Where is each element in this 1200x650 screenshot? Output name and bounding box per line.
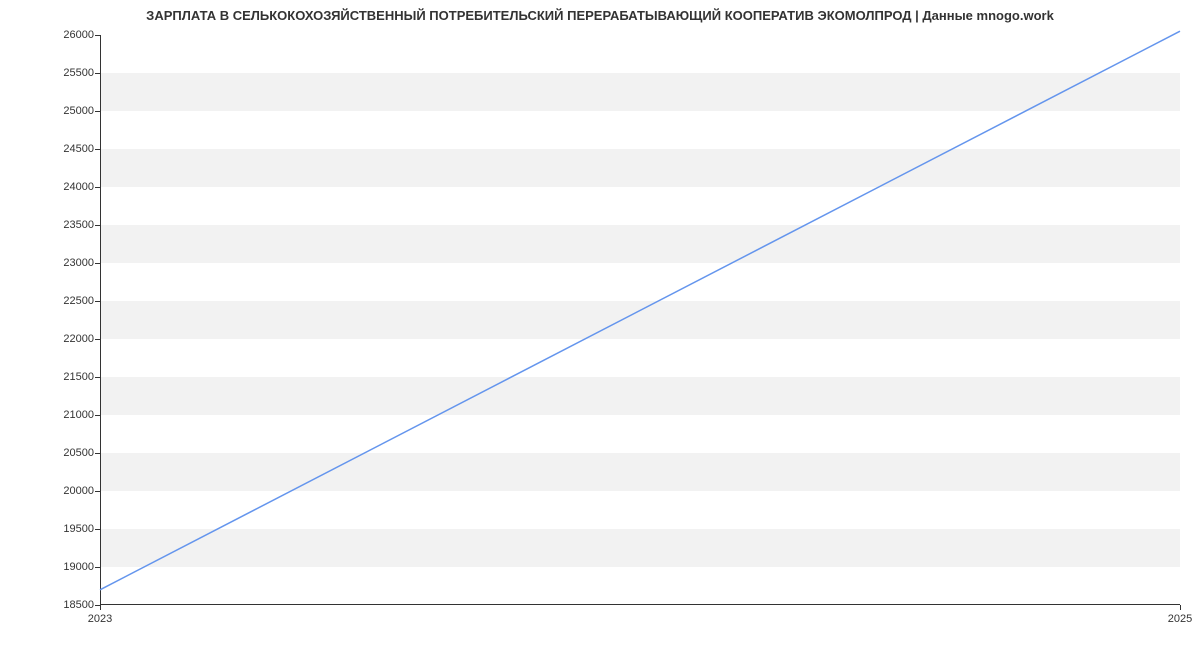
y-tick-label: 24000 <box>44 181 94 193</box>
y-tick-label: 22000 <box>44 333 94 345</box>
y-tick-mark <box>95 35 100 36</box>
x-tick-mark <box>100 605 101 610</box>
y-tick-mark <box>95 187 100 188</box>
y-tick-mark <box>95 225 100 226</box>
y-tick-mark <box>95 529 100 530</box>
x-tick-mark <box>1180 605 1181 610</box>
y-tick-mark <box>95 339 100 340</box>
y-tick-mark <box>95 149 100 150</box>
salary-line-chart: ЗАРПЛАТА В СЕЛЬКОКОХОЗЯЙСТВЕННЫЙ ПОТРЕБИ… <box>0 0 1200 650</box>
y-tick-mark <box>95 301 100 302</box>
y-tick-mark <box>95 111 100 112</box>
y-tick-label: 26000 <box>44 29 94 41</box>
y-tick-label: 20500 <box>44 447 94 459</box>
y-tick-label: 23000 <box>44 257 94 269</box>
y-tick-label: 25500 <box>44 67 94 79</box>
y-tick-label: 21000 <box>44 409 94 421</box>
y-tick-mark <box>95 73 100 74</box>
y-tick-mark <box>95 567 100 568</box>
y-tick-label: 24500 <box>44 143 94 155</box>
y-tick-label: 23500 <box>44 219 94 231</box>
y-tick-mark <box>95 377 100 378</box>
y-tick-mark <box>95 491 100 492</box>
y-tick-label: 19000 <box>44 561 94 573</box>
x-tick-label: 2023 <box>88 613 112 625</box>
y-tick-mark <box>95 453 100 454</box>
y-tick-label: 18500 <box>44 599 94 611</box>
y-tick-label: 19500 <box>44 523 94 535</box>
plot-area: 20232025 <box>100 35 1180 605</box>
y-tick-label: 25000 <box>44 105 94 117</box>
series-line-salary <box>100 31 1180 590</box>
chart-title: ЗАРПЛАТА В СЕЛЬКОКОХОЗЯЙСТВЕННЫЙ ПОТРЕБИ… <box>0 8 1200 23</box>
line-layer <box>100 35 1180 605</box>
y-tick-mark <box>95 415 100 416</box>
y-tick-label: 20000 <box>44 485 94 497</box>
x-tick-label: 2025 <box>1168 613 1192 625</box>
y-tick-mark <box>95 263 100 264</box>
y-tick-label: 22500 <box>44 295 94 307</box>
y-tick-label: 21500 <box>44 371 94 383</box>
